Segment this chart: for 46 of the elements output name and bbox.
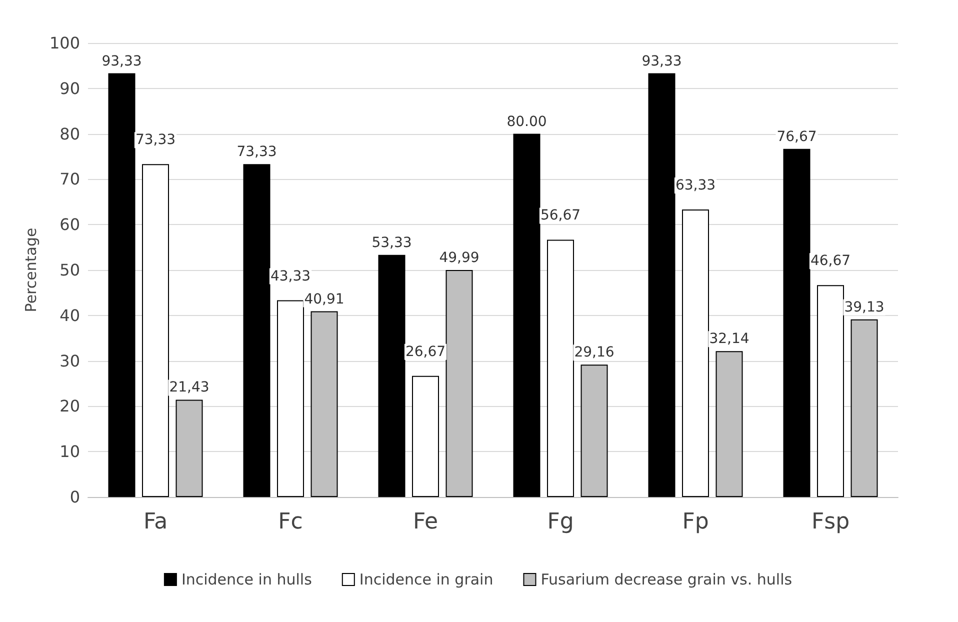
data-label: 29,16 xyxy=(574,344,614,361)
data-label: 46,67 xyxy=(810,253,851,270)
y-tick-label: 0 xyxy=(70,488,80,506)
x-tick-label: Fp xyxy=(682,510,709,534)
bar xyxy=(412,376,439,497)
data-label: 40,91 xyxy=(304,291,344,308)
x-tick-label: Fsp xyxy=(811,510,850,534)
y-tick-label: 60 xyxy=(60,215,80,234)
x-tick-label: Fg xyxy=(547,510,574,534)
y-tick-label: 90 xyxy=(60,78,80,98)
bar xyxy=(648,73,676,497)
data-label: 73,33 xyxy=(236,144,277,160)
legend-label: Incidence in grain xyxy=(359,570,494,588)
data-label: 49,99 xyxy=(439,250,480,266)
x-tick-label: Fe xyxy=(413,510,438,534)
bar xyxy=(783,148,810,497)
data-label: 32,14 xyxy=(709,331,750,348)
legend-label: Fusarium decrease grain vs. hulls xyxy=(540,570,792,588)
y-tick-label: 50 xyxy=(60,260,80,280)
y-tick-label: 70 xyxy=(60,170,80,189)
bar xyxy=(513,134,540,497)
x-tick-label: Fc xyxy=(278,510,303,534)
y-tick-label: 100 xyxy=(49,34,80,52)
data-label: 39,13 xyxy=(844,299,884,316)
y-tick-label: 10 xyxy=(60,442,80,462)
data-label: 53,33 xyxy=(372,234,412,251)
bar xyxy=(243,164,270,497)
y-tick-label: 80 xyxy=(60,124,80,144)
y-tick-label: 40 xyxy=(60,306,80,325)
data-label: 80.00 xyxy=(506,114,547,130)
data-label: 56,67 xyxy=(540,208,581,224)
bar xyxy=(378,254,406,497)
bar xyxy=(108,73,136,497)
legend-label: Incidence in hulls xyxy=(181,570,312,588)
data-label: 76,67 xyxy=(776,128,817,145)
x-tick-label: Fa xyxy=(143,510,168,534)
data-label: 93,33 xyxy=(102,53,142,70)
data-label: 93,33 xyxy=(642,53,682,70)
data-label: 63,33 xyxy=(675,177,716,194)
data-label: 43,33 xyxy=(270,268,311,284)
data-label: 21,43 xyxy=(169,380,210,396)
y-tick-label: 20 xyxy=(60,396,80,416)
y-tick-label: 30 xyxy=(60,351,80,370)
data-label: 73,33 xyxy=(135,132,176,148)
y-axis-title: Percentage xyxy=(22,228,40,312)
data-label: 26,67 xyxy=(405,344,446,360)
